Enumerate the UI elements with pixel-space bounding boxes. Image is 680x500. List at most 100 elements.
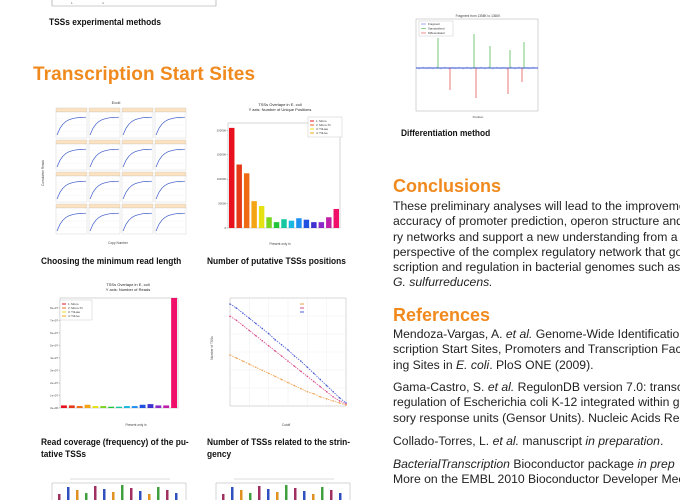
caption-putative-tss: Number of putative TSSs positions	[207, 256, 346, 267]
bar2-ytick: 0e+00	[50, 406, 58, 410]
grid-panel-strip	[55, 139, 88, 145]
fragment-bar	[58, 494, 61, 500]
bar1-legend-3: 3: TriLate	[316, 127, 328, 131]
line-point	[325, 384, 328, 387]
bar1-ytick: 0	[224, 226, 226, 230]
grid-curve	[122, 180, 153, 200]
bar1-bar	[296, 218, 302, 228]
bar1-bar	[236, 164, 242, 228]
line-point	[261, 327, 264, 330]
fragment-bar	[130, 488, 133, 500]
fragment-bar	[139, 491, 142, 500]
bar2-ytick: 1e+07	[50, 394, 58, 398]
line-point	[248, 329, 251, 332]
bar1-ytick: 100000	[217, 177, 227, 181]
bar2-bar	[155, 405, 162, 408]
bar2-ytick: 3e+07	[50, 369, 58, 373]
caption-minimum-read-length: Choosing the minimum read length	[41, 256, 182, 267]
line-point	[274, 350, 276, 352]
ref2-title: RegulonDB version 7.0: transc	[514, 380, 680, 394]
bar1-ytick: 200000	[217, 128, 227, 132]
bar2-legend-4: 4: TriLive	[68, 314, 80, 318]
line-point	[338, 400, 341, 402]
grid-panel-strip	[121, 107, 154, 113]
line-ylabel: Number of TSSs	[210, 336, 214, 360]
grid-curve	[155, 180, 186, 200]
fragment-bar	[103, 489, 106, 500]
reference-3: Collado-Torres, L. et al. manuscript in …	[393, 434, 680, 449]
line-point	[267, 332, 270, 335]
grid-panel-strip	[121, 203, 154, 209]
diff-plot-title: Fragment from 1358K to 1360K	[456, 14, 502, 18]
fragment-bar	[267, 489, 270, 500]
line-point	[242, 324, 244, 327]
fragment-bar	[76, 490, 79, 500]
line-point	[261, 339, 264, 342]
ref1-etal: et al.	[505, 327, 533, 341]
fragment-bar	[330, 490, 333, 500]
fragment-bar	[157, 487, 160, 500]
bar1-legend-1: 1: Mono	[316, 119, 327, 123]
ref2-line3: sory response units (Gensor Units). Nucl…	[393, 410, 680, 425]
section-title: Transcription Start Sites	[33, 64, 256, 85]
grid-curve	[155, 148, 186, 168]
line-point	[300, 360, 302, 362]
bar2-bar	[163, 405, 170, 408]
conclusions-title: Conclusions	[393, 176, 502, 196]
bar1-legend-2: 2: Mono-Tri	[316, 123, 331, 127]
conclusions-line-6: G. sulfurreducens.	[393, 275, 493, 290]
ref3-status: in preparation	[585, 434, 660, 448]
bar2-ytick: 5e+07	[50, 344, 58, 348]
bar2-bar	[100, 406, 107, 408]
reference-1: Mendoza-Vargas, A. et al. Genome-Wide Id…	[393, 327, 680, 373]
grid-panel-strip	[154, 139, 187, 145]
fragment-bar	[276, 492, 279, 500]
fragment-bar	[303, 491, 306, 500]
differentiation-plot: Fragment from 1358K to 1360K Fragment St…	[398, 10, 546, 122]
grid-curve	[122, 148, 153, 168]
caption-differentiation-method: Differentiation method	[401, 128, 491, 139]
diff-xlabel: Position	[473, 115, 484, 119]
bar2-ytick: 7e+07	[50, 319, 58, 323]
bar1-bar	[266, 217, 272, 228]
fragment-bar	[240, 490, 243, 500]
grid-panel-strip	[88, 107, 121, 113]
line-point	[229, 303, 231, 305]
bar1-bar	[281, 219, 287, 228]
bar2-bar	[123, 406, 130, 408]
line-legend	[300, 303, 304, 313]
fragment-bar	[312, 494, 315, 500]
line-point	[338, 397, 341, 399]
grid-curve	[89, 148, 120, 168]
bar1-legend-4: 4: TriLive	[316, 131, 328, 135]
bar1-bar	[273, 222, 280, 228]
fragment-bar	[94, 486, 97, 500]
bar2-legend: 1: Mono 2: Mono-Tri 3: TriLate 4: TriLiv…	[59, 299, 93, 321]
line-point	[242, 312, 244, 314]
references-title: References	[393, 305, 491, 325]
ref1-journal: . PloS ONE (2009).	[489, 357, 594, 372]
conclusions-line-2: accuracy of promoter prediction, operon …	[393, 214, 680, 229]
caption-stringency-l1: Number of TSSs related to the strin-	[207, 437, 351, 448]
line-point	[280, 355, 283, 357]
caption-stringency-l2: gency	[207, 449, 232, 460]
diff-legend-fragment: Fragment	[428, 22, 440, 26]
fragment-bar	[222, 494, 225, 500]
line-point	[287, 360, 289, 362]
grid-curve	[56, 212, 87, 232]
bar2-bar	[139, 404, 146, 408]
ref4-status: in prep	[637, 457, 675, 471]
bar2-ytick: 4e+07	[50, 356, 58, 360]
line-point	[338, 402, 341, 404]
fragment-bar	[148, 494, 151, 500]
stringency-line-chart: Number of TSSs Cutoff	[208, 288, 350, 430]
line-point	[319, 385, 322, 388]
caption-read-coverage-l1: Read coverage (frequency) of the pu-	[41, 437, 189, 448]
read-coverage-bar-chart: TSSs Overlape in E. coli Y axis: Number …	[38, 280, 188, 430]
fragment-bar	[67, 487, 70, 500]
bar1-ytick: 50000	[218, 202, 226, 206]
bottom-right-figure-fragment	[214, 477, 354, 500]
bar2-ytick: 6e+07	[50, 331, 58, 335]
line-point	[280, 378, 283, 381]
bar2-title: TSSs Overlape in E. coli	[106, 282, 149, 287]
